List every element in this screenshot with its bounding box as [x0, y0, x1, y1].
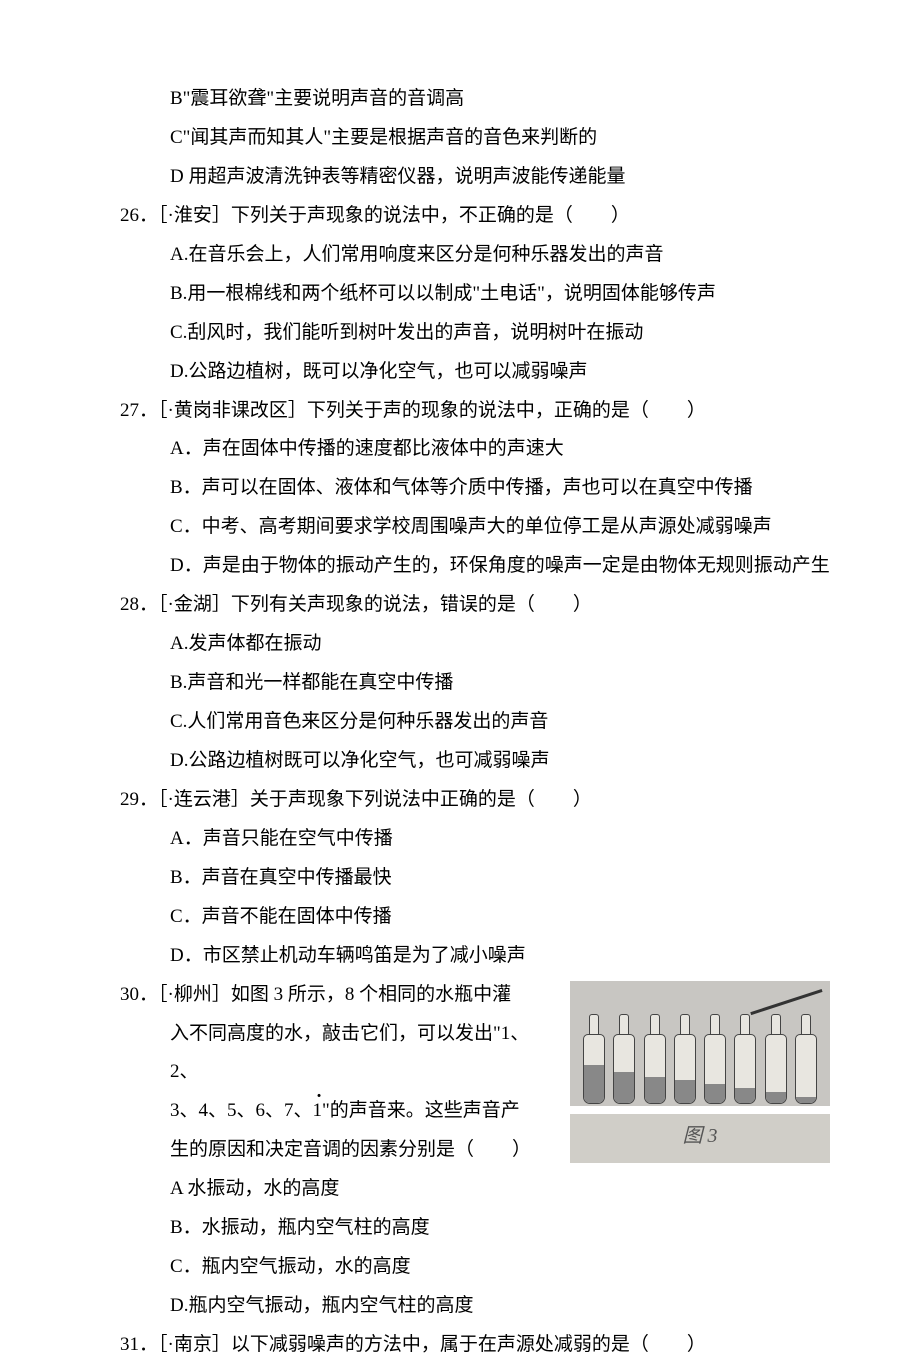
- q28-b: B.声音和光一样都能在真空中传播: [120, 664, 840, 703]
- q27-b: B．声可以在固体、液体和气体等介质中传播，声也可以在真空中传播: [120, 469, 840, 508]
- q27-a: A．声在固体中传播的速度都比液体中的声速大: [120, 430, 840, 469]
- q28-d: D.公路边植树既可以净化空气，也可减弱噪声: [120, 742, 840, 781]
- q30-caption: 图 3: [570, 1114, 830, 1163]
- q30-text-col: 30．［·柳州］如图 3 所示，8 个相同的水瓶中灌 入不同高度的水，敲击它们，…: [120, 976, 555, 1249]
- high-do-icon: 1: [313, 1092, 323, 1131]
- prelude-b: B"震耳欲聋"主要说明声音的音调高: [120, 80, 840, 119]
- q26-c: C.刮风时，我们能听到树叶发出的声音，说明树叶在振动: [120, 314, 840, 353]
- q30-stem2c: "的声音来。这些声音产: [322, 1100, 520, 1121]
- q26-stem: 26．［·淮安］下列关于声现象的说法中，不正确的是（ ）: [120, 197, 840, 236]
- q30-a: A 水振动，水的高度: [120, 1170, 555, 1209]
- q29-d: D．市区禁止机动车辆鸣笛是为了减小噪声: [120, 937, 840, 976]
- q27-c: C．中考、高考期间要求学校周围噪声大的单位停工是从声源处减弱噪声: [120, 508, 840, 547]
- q30-block: 30．［·柳州］如图 3 所示，8 个相同的水瓶中灌 入不同高度的水，敲击它们，…: [120, 976, 840, 1249]
- q28-stem: 28．［·金湖］下列有关声现象的说法，错误的是（ ）: [120, 586, 840, 625]
- prelude-c: C"闻其声而知其人"主要是根据声音的音色来判断的: [120, 119, 840, 158]
- q28-a: A.发声体都在振动: [120, 625, 840, 664]
- q30-stem2-line: 3、4、5、6、7、1"的声音来。这些声音产: [120, 1092, 555, 1131]
- q30-d: D.瓶内空气振动，瓶内空气柱的高度: [120, 1287, 840, 1326]
- q31-stem: 31．［·南京］以下减弱噪声的方法中，属于在声源处减弱的是（ ）: [120, 1326, 840, 1365]
- q30-figure: 图 3: [570, 981, 830, 1163]
- bottle-icon: [765, 1014, 787, 1106]
- bottle-icon: [795, 1014, 817, 1106]
- q29-stem: 29．［·连云港］关于声现象下列说法中正确的是（ ）: [120, 781, 840, 820]
- q27-d: D．声是由于物体的振动产生的，环保角度的噪声一定是由物体无规则振动产生: [120, 547, 840, 586]
- q26-b: B.用一根棉线和两个纸杯可以以制成"土电话"，说明固体能够传声: [120, 275, 840, 314]
- q29-b: B．声音在真空中传播最快: [120, 859, 840, 898]
- bottle-icon: [613, 1014, 635, 1106]
- q30-stem1: 30．［·柳州］如图 3 所示，8 个相同的水瓶中灌: [120, 976, 555, 1015]
- q30-figure-col: 图 3: [570, 981, 840, 1163]
- bottle-icon: [704, 1014, 726, 1106]
- bottle-icon: [674, 1014, 696, 1106]
- q30-c: C．瓶内空气振动，水的高度: [120, 1248, 840, 1287]
- bottle-icon: [644, 1014, 666, 1106]
- q26-d: D.公路边植树，既可以净化空气，也可以减弱噪声: [120, 353, 840, 392]
- q30-b: B．水振动，瓶内空气柱的高度: [120, 1209, 555, 1248]
- q27-stem: 27．［·黄岗非课改区］下列关于声的现象的说法中，正确的是（ ）: [120, 392, 840, 431]
- q29-c: C．声音不能在固体中传播: [120, 898, 840, 937]
- q28-c: C.人们常用音色来区分是何种乐器发出的声音: [120, 703, 840, 742]
- q30-stem2a: 入不同高度的水，敲击它们，可以发出"1、2、: [120, 1015, 555, 1093]
- q26-a: A.在音乐会上，人们常用响度来区分是何种乐器发出的声音: [120, 236, 840, 275]
- q30-stem3: 生的原因和决定音调的因素分别是（ ）: [120, 1131, 555, 1170]
- q29-a: A．声音只能在空气中传播: [120, 820, 840, 859]
- bottle-icon: [583, 1014, 605, 1106]
- prelude-d: D 用超声波清洗钟表等精密仪器，说明声波能传递能量: [120, 158, 840, 197]
- bottle-icon: [734, 1014, 756, 1106]
- q30-stem2b: 3、4、5、6、7、: [170, 1100, 313, 1121]
